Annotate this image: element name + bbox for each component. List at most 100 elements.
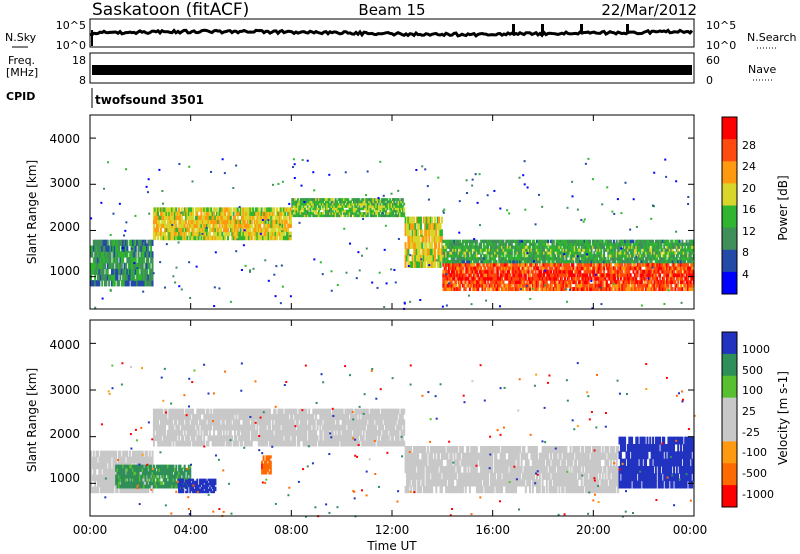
power-speckle — [161, 189, 164, 192]
power-cell — [572, 262, 575, 267]
power-cell — [530, 266, 533, 271]
power-cell — [607, 248, 610, 252]
power-cell — [513, 262, 516, 267]
power-cell — [652, 262, 655, 267]
power-cell — [207, 231, 210, 237]
power-cell — [220, 215, 223, 221]
power-cell — [141, 268, 144, 275]
power-cell — [115, 245, 118, 252]
power-cell — [664, 269, 667, 274]
power-cell — [586, 254, 589, 258]
power-cell — [249, 215, 252, 221]
power-cell — [168, 235, 171, 241]
power-cell — [133, 280, 136, 287]
power-cell — [369, 202, 372, 206]
power-cell — [614, 276, 617, 281]
power-speckle — [355, 277, 358, 280]
velocity-cell — [101, 456, 104, 464]
power-cell — [386, 205, 389, 208]
power-cell — [529, 239, 532, 244]
power-cell — [243, 219, 246, 225]
power-cell — [319, 198, 322, 201]
power-cell — [628, 287, 631, 292]
power-speckle — [616, 198, 619, 201]
power-cell — [101, 262, 104, 270]
power-cell — [172, 207, 175, 212]
power-cell — [299, 212, 302, 215]
velocity-cell — [122, 471, 125, 476]
power-cell — [576, 251, 579, 255]
power-cell — [122, 257, 125, 264]
power-cell — [200, 207, 203, 212]
power-cell — [684, 269, 687, 274]
power-cell — [282, 219, 285, 225]
power-cell — [249, 219, 252, 225]
power-cell — [442, 273, 445, 278]
power-cell — [204, 207, 207, 212]
power-cell — [491, 283, 494, 288]
power-speckle — [358, 269, 361, 272]
power-cell — [245, 211, 248, 216]
power-cell — [217, 227, 220, 233]
power-cell — [127, 268, 130, 275]
power-cell — [478, 283, 481, 288]
power-cell — [635, 248, 638, 252]
power-cell — [144, 274, 147, 281]
power-cell — [203, 211, 206, 216]
power-cell — [134, 262, 137, 270]
power-cell — [586, 262, 589, 267]
power-speckle — [147, 178, 150, 181]
power-cell — [253, 231, 256, 237]
power-cell — [410, 222, 413, 230]
power-cell — [106, 262, 109, 270]
power-cell — [545, 273, 548, 278]
power-cell — [256, 235, 259, 241]
power-cell — [214, 223, 217, 229]
power-cell — [495, 245, 498, 249]
power-cell — [624, 257, 627, 261]
power-cell — [640, 262, 643, 267]
power-cell — [169, 207, 172, 212]
power-cell — [605, 280, 608, 285]
power-cell — [603, 245, 606, 249]
power-cell — [94, 274, 97, 281]
power-cell — [594, 287, 597, 292]
power-cell — [675, 273, 678, 278]
power-cell — [206, 207, 209, 212]
power-cell — [460, 254, 463, 258]
power-cell — [603, 273, 606, 278]
power-cell — [591, 257, 594, 261]
power-cell — [389, 214, 392, 218]
power-cell — [454, 273, 457, 278]
power-cell — [636, 262, 639, 267]
power-cell — [338, 214, 341, 218]
power-cell — [436, 235, 439, 243]
power-cell — [371, 212, 374, 215]
power-cell — [419, 229, 422, 237]
velocity-cell — [129, 450, 132, 458]
power-cell — [603, 269, 606, 274]
power-cell — [558, 254, 561, 258]
power-cell — [652, 248, 655, 252]
power-cell — [362, 205, 365, 208]
power-cell — [365, 202, 368, 206]
velocity-cell — [131, 478, 134, 482]
power-cell — [145, 280, 148, 287]
power-cell — [475, 248, 478, 252]
power-cell — [536, 276, 539, 281]
power-speckle — [583, 218, 586, 221]
power-cell — [503, 273, 506, 278]
power-cell — [116, 262, 119, 270]
power-speckle — [498, 305, 501, 308]
power-cell — [494, 245, 497, 249]
power-cell — [481, 283, 484, 288]
power-cell — [638, 262, 641, 267]
power-cell — [577, 273, 580, 278]
power-cell — [576, 248, 579, 252]
power-cell — [607, 259, 610, 264]
power-cell — [112, 257, 115, 264]
power-cell — [503, 242, 506, 246]
power-cell — [446, 262, 449, 267]
power-cell — [461, 245, 464, 249]
power-cell — [175, 219, 178, 225]
